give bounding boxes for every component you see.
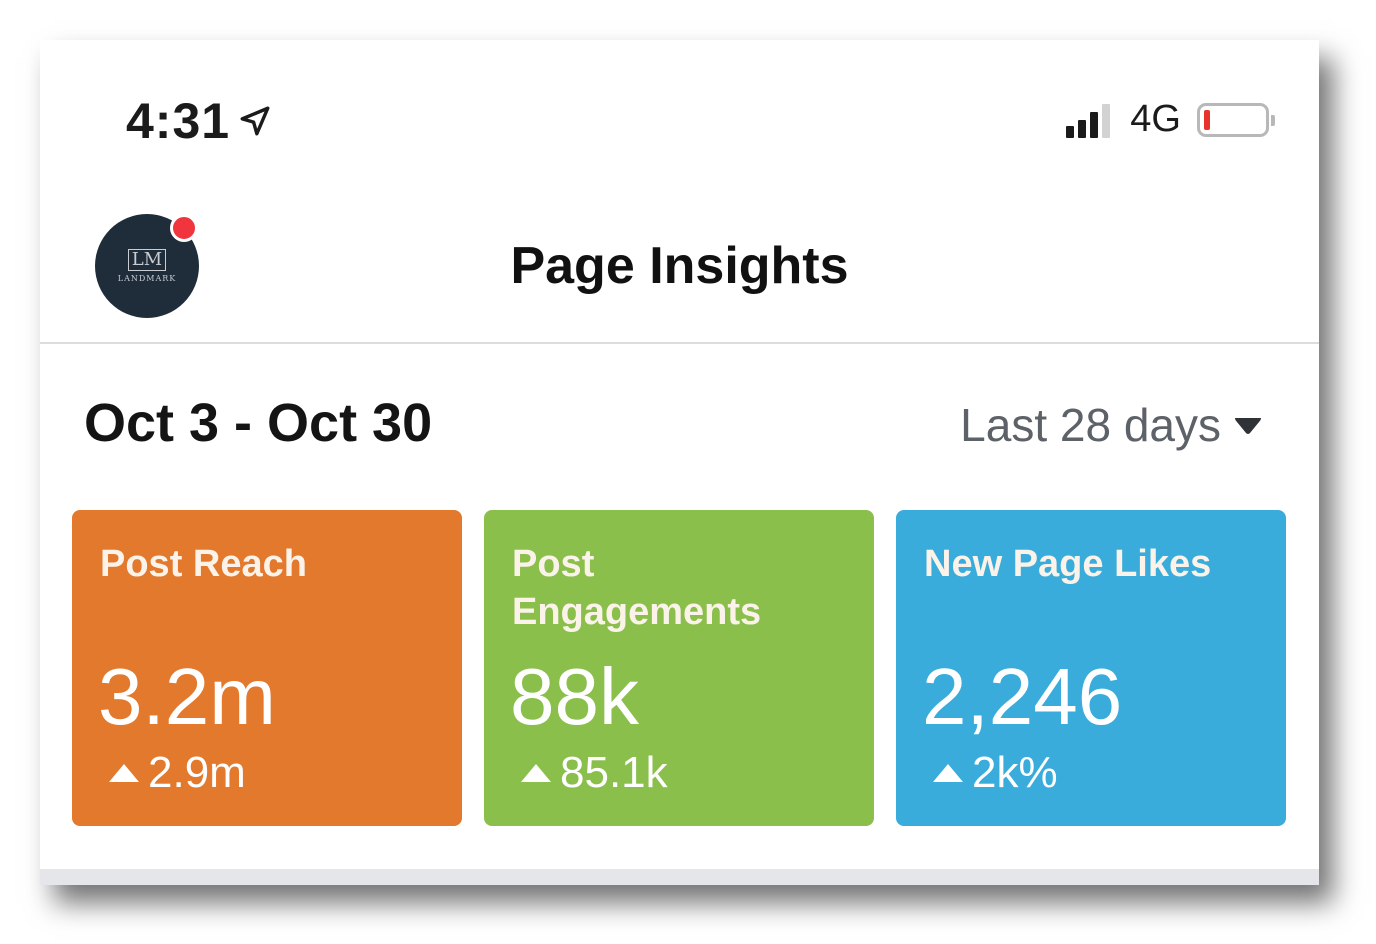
card-change: 2k%	[932, 748, 1058, 798]
avatar-logo-text: LANDMARK	[117, 274, 177, 283]
card-label: Post Engagements	[512, 543, 762, 633]
battery-level	[1204, 109, 1210, 130]
metric-cards: Post Reach 3.2m 2.9m Post Engagements 88…	[72, 510, 1286, 826]
post-engagements-card[interactable]: Post Engagements 88k 85.1k	[484, 510, 874, 826]
card-change: 85.1k	[520, 748, 668, 798]
new-page-likes-card[interactable]: New Page Likes 2,246 2k%	[896, 510, 1286, 826]
status-time-text: 4:31	[126, 93, 231, 149]
caret-down-icon	[1235, 418, 1261, 434]
bottom-divider	[40, 869, 1319, 885]
phone-screen: 4:31 4G LM LANDMARK Page Insights Oct 3 …	[40, 40, 1319, 885]
triangle-up-icon	[521, 764, 551, 782]
network-type: 4G	[1130, 98, 1181, 140]
card-change-value: 2k%	[972, 748, 1058, 797]
cellular-signal-icon	[1066, 102, 1111, 138]
page-title: Page Insights	[40, 236, 1319, 296]
notification-dot	[170, 214, 198, 242]
page-title-text: Page Insights	[510, 237, 849, 295]
avatar-logo-mark: LM	[127, 249, 167, 271]
status-indicators: 4G	[1066, 98, 1275, 141]
status-time: 4:31	[126, 92, 272, 150]
card-value: 88k	[510, 652, 639, 741]
card-change-value: 2.9m	[148, 748, 246, 797]
battery-icon	[1197, 102, 1275, 137]
card-change: 2.9m	[108, 748, 246, 798]
location-arrow-icon	[240, 106, 270, 136]
triangle-up-icon	[933, 764, 963, 782]
page-header: LM LANDMARK Page Insights	[40, 200, 1319, 344]
card-value: 2,246	[922, 652, 1123, 741]
card-change-value: 85.1k	[560, 748, 668, 797]
card-label: New Page Likes	[924, 543, 1212, 585]
period-dropdown-label: Last 28 days	[960, 399, 1221, 451]
card-label: Post Reach	[100, 543, 307, 585]
triangle-up-icon	[109, 764, 139, 782]
card-value: 3.2m	[98, 652, 276, 741]
date-range: Oct 3 - Oct 30	[84, 393, 433, 453]
period-dropdown[interactable]: Last 28 days	[960, 398, 1263, 452]
post-reach-card[interactable]: Post Reach 3.2m 2.9m	[72, 510, 462, 826]
